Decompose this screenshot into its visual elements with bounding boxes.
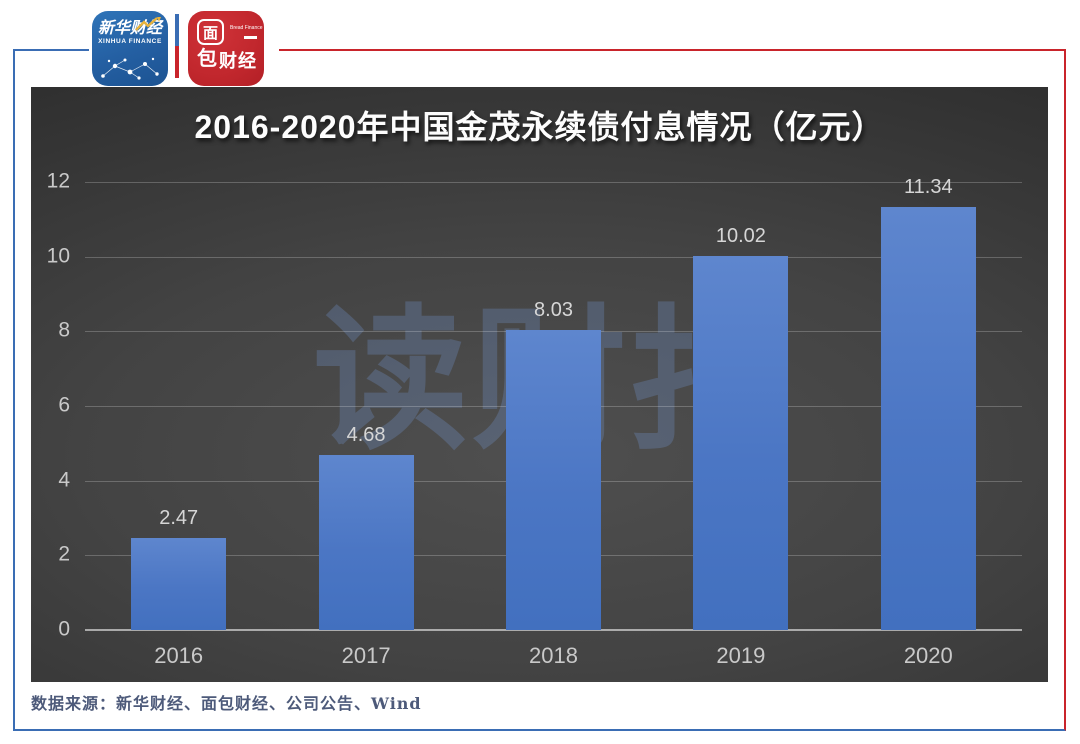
xinhua-finance-logo: 新华财经 XINHUA FINANCE	[92, 11, 168, 86]
bar-2018	[506, 330, 601, 630]
bread-finance-logo: 面 Bread Finance 包 财经	[188, 11, 264, 86]
data-source-line: 数据来源：新华财经、面包财经、公司公告、Wind	[31, 694, 422, 713]
bar-2019	[693, 255, 789, 630]
data-label-2019: 10.02	[715, 224, 766, 247]
logo-divider	[175, 14, 179, 78]
chart-title: 2016-2020年中国金茂永续债付息情况（亿元）	[194, 109, 885, 145]
xinhua-logo-en-text: XINHUA FINANCE	[98, 38, 162, 45]
frame-top-red-segment	[279, 49, 1064, 51]
x-tick-label-2020: 2020	[903, 643, 953, 668]
page-frame	[13, 49, 1066, 731]
frame-top-blue-segment	[15, 49, 89, 51]
x-tick-label-2018: 2018	[529, 643, 578, 668]
data-label-2018: 8.03	[534, 299, 573, 322]
gold-arrow-icon	[135, 17, 161, 31]
data-label-2016: 2.47	[159, 506, 199, 529]
constellation-icon	[101, 57, 159, 80]
data-label-2020: 11.34	[904, 175, 953, 198]
gridline-10	[85, 256, 1022, 258]
bread-logo-en-text: Bread Finance	[230, 25, 263, 31]
y-tick-label-10: 10	[46, 244, 70, 268]
bread-logo-bao-glyph: 包	[197, 48, 217, 70]
y-tick-label-2: 2	[58, 542, 70, 566]
bread-logo-dash	[244, 36, 257, 39]
x-tick-label-2016: 2016	[154, 643, 204, 668]
data-label-2017: 4.68	[346, 424, 386, 447]
y-tick-label-12: 12	[46, 169, 70, 193]
x-axis-line	[85, 629, 1022, 631]
bar-2016	[131, 537, 227, 630]
bread-logo-mian-glyph: 面	[197, 19, 224, 45]
y-tick-label-0: 0	[58, 617, 70, 641]
y-tick-label-6: 6	[58, 393, 70, 417]
x-tick-label-2017: 2017	[341, 643, 391, 668]
x-tick-label-2019: 2019	[716, 643, 766, 668]
bar-2020	[880, 206, 976, 630]
y-tick-label-8: 8	[58, 318, 70, 342]
y-tick-label-4: 4	[58, 468, 70, 492]
bar-2017	[318, 455, 414, 630]
plot-area: 0 2 4 6 8 10 12 2.47 2016 4.68 2017 8.03 2018 10.02 20…	[47, 170, 1022, 668]
bread-logo-caijing-glyph: 财经	[219, 51, 257, 71]
chart-panel: 2016-2020年中国金茂永续债付息情况（亿元） 读财报 0246810122…	[31, 87, 1048, 682]
gridline-12	[85, 182, 1022, 183]
